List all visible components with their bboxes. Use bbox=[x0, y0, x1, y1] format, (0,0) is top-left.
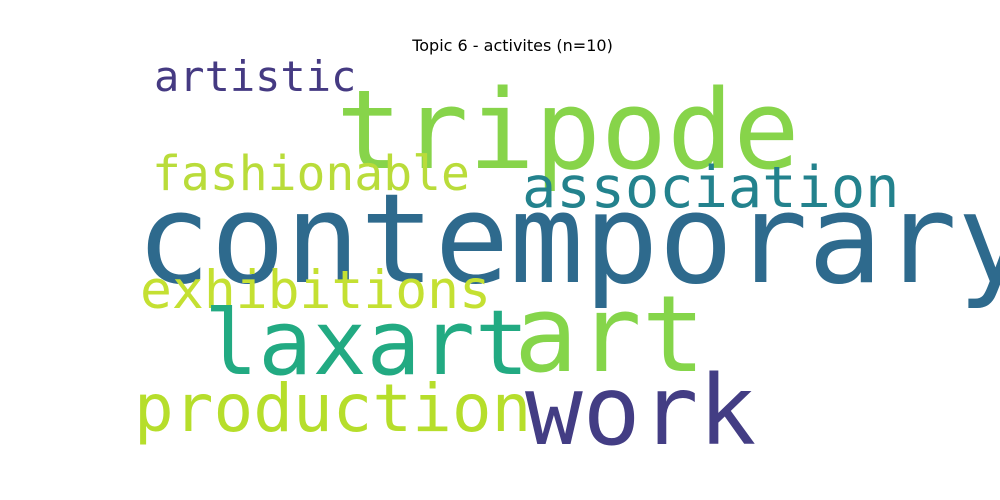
word-contemporary: contemporary bbox=[136, 168, 1000, 312]
word-exhibitions: exhibitions bbox=[140, 260, 491, 321]
word-work: work bbox=[525, 355, 757, 467]
word-artistic: artistic bbox=[154, 52, 357, 101]
word-tripode: tripode bbox=[336, 66, 800, 194]
word-laxart: laxart bbox=[204, 291, 530, 396]
figure-title: Topic 6 - activites (n=10) bbox=[412, 36, 613, 55]
word-art: art bbox=[514, 273, 706, 396]
word-production: production bbox=[134, 370, 532, 447]
word-fashionable: fashionable bbox=[152, 146, 470, 202]
word-association: association bbox=[522, 155, 900, 221]
